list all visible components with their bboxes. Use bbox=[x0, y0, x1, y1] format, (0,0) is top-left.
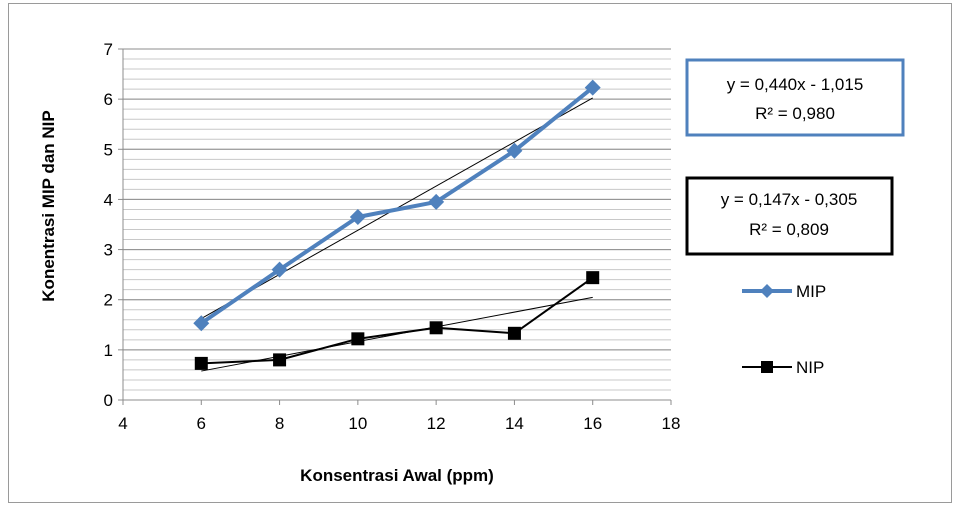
x-tick-label: 12 bbox=[427, 414, 446, 433]
x-tick-label: 10 bbox=[348, 414, 367, 433]
grid bbox=[123, 48, 671, 401]
equation-box-mip-border bbox=[685, 58, 905, 137]
data-point-nip bbox=[351, 332, 365, 346]
equation-box-nip-border bbox=[685, 176, 894, 256]
equation-nip-line2: R² = 0,809 bbox=[749, 220, 829, 239]
data-point-mip bbox=[271, 261, 288, 278]
y-tick-label: 1 bbox=[104, 341, 113, 360]
equation-mip-line2: R² = 0,980 bbox=[755, 104, 835, 123]
y-tick-label: 5 bbox=[104, 140, 113, 159]
x-tick-label: 6 bbox=[197, 414, 206, 433]
legend: MIP NIP bbox=[742, 282, 826, 377]
y-tick-label: 4 bbox=[104, 190, 113, 209]
equation-box-mip: y = 0,440x - 1,015 R² = 0,980 bbox=[685, 58, 905, 137]
y-tick-label: 3 bbox=[104, 241, 113, 260]
data-point-mip bbox=[428, 193, 445, 210]
data-point-mip bbox=[506, 142, 523, 159]
chart-frame: 0 1 2 3 4 5 6 7 4 6 8 10 12 14 16 18 Konsentrasi Awal (… bbox=[8, 3, 952, 503]
x-tick-label: 8 bbox=[275, 414, 284, 433]
series-line-mip bbox=[200, 86, 594, 325]
legend-item-mip: MIP bbox=[742, 282, 826, 301]
x-tick-label: 14 bbox=[505, 414, 524, 433]
legend-nip-label: NIP bbox=[796, 358, 824, 377]
data-point-mip bbox=[584, 79, 601, 96]
y-tick-label: 6 bbox=[104, 90, 113, 109]
legend-mip-marker bbox=[760, 284, 774, 298]
data-point-nip bbox=[429, 321, 443, 335]
legend-mip-label: MIP bbox=[796, 282, 826, 301]
x-tick-label: 18 bbox=[662, 414, 681, 433]
series-line-nip bbox=[201, 276, 594, 365]
legend-item-nip: NIP bbox=[742, 358, 824, 377]
data-point-mip bbox=[349, 208, 366, 225]
y-tick-label: 7 bbox=[104, 40, 113, 59]
data-point-nip bbox=[194, 356, 208, 370]
data-point-nip bbox=[273, 353, 287, 367]
y-tick-label: 0 bbox=[104, 391, 113, 410]
x-tick-label: 4 bbox=[118, 414, 127, 433]
data-point-mip bbox=[193, 315, 210, 332]
equation-nip-line1: y = 0,147x - 0,305 bbox=[721, 190, 858, 209]
data-point-nip bbox=[507, 326, 521, 340]
x-axis-label: Konsentrasi Awal (ppm) bbox=[300, 466, 494, 485]
equation-mip-line1: y = 0,440x - 1,015 bbox=[727, 75, 864, 94]
y-tick-label: 2 bbox=[104, 291, 113, 310]
series bbox=[193, 79, 601, 370]
y-axis-label: Konentrasi MIP dan NIP bbox=[39, 110, 58, 301]
data-point-nip bbox=[586, 271, 600, 285]
x-tick-label: 16 bbox=[583, 414, 602, 433]
legend-nip-marker bbox=[761, 361, 773, 373]
equation-box-nip: y = 0,147x - 0,305 R² = 0,809 bbox=[685, 176, 894, 256]
